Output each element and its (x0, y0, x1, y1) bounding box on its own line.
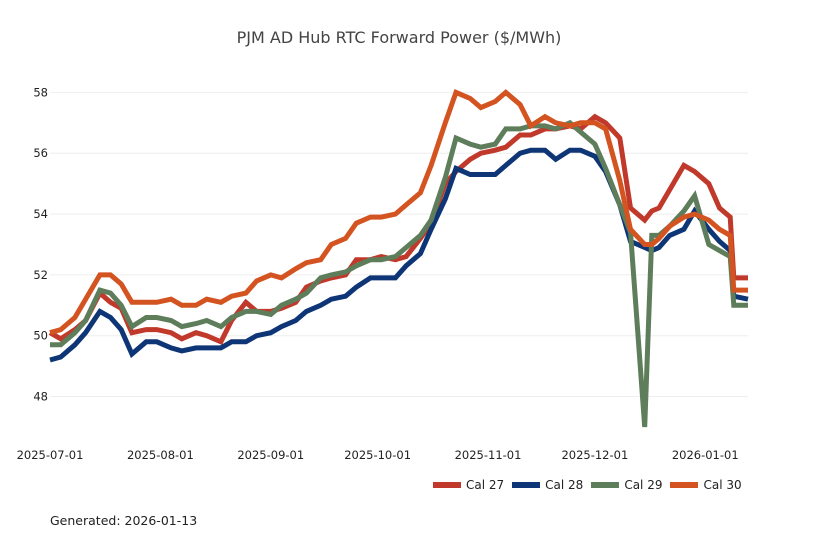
legend: Cal 27 Cal 28 Cal 29 Cal 30 (433, 478, 750, 492)
legend-label: Cal 30 (703, 478, 742, 492)
legend-label: Cal 29 (624, 478, 663, 492)
series-line-cal-29 (50, 119, 748, 428)
y-tick-label: 48 (33, 390, 48, 404)
x-tick-label: 2025-09-01 (237, 448, 304, 462)
y-tick-label: 56 (33, 146, 48, 160)
legend-swatch (591, 482, 620, 488)
y-tick-label: 58 (33, 85, 48, 99)
x-axis-ticks: 2025-07-01 2025-08-01 2025-09-01 2025-10-01… (17, 448, 739, 462)
x-tick-label: 2025-11-01 (455, 448, 522, 462)
series-line-cal-28 (49, 147, 749, 363)
legend-label: Cal 28 (545, 478, 584, 492)
series-line-cal-30 (49, 89, 748, 336)
x-tick-label: 2025-10-01 (344, 448, 411, 462)
y-tick-label: 52 (33, 268, 48, 282)
x-tick-label: 2025-08-01 (127, 448, 194, 462)
x-tick-label: 2025-12-01 (561, 448, 628, 462)
legend-swatch (670, 482, 699, 488)
chart-title: PJM AD Hub RTC Forward Power ($/MWh) (236, 28, 562, 47)
y-axis-ticks: 48 50 52 54 56 58 (33, 85, 48, 403)
legend-item-cal-28: Cal 28 (512, 478, 583, 492)
x-tick-label: 2026-01-01 (672, 448, 739, 462)
y-tick-label: 50 (33, 329, 48, 343)
generated-timestamp: Generated: 2026-01-13 (50, 513, 198, 528)
y-tick-label: 54 (33, 207, 48, 221)
legend-label: Cal 27 (466, 478, 505, 492)
series-lines (48, 89, 749, 428)
legend-swatch (433, 482, 461, 488)
x-tick-label: 2025-07-01 (17, 448, 84, 462)
legend-item-cal-29: Cal 29 (591, 478, 662, 492)
legend-item-cal-27: Cal 27 (433, 478, 504, 492)
legend-item-cal-30: Cal 30 (670, 478, 742, 492)
legend-swatch (512, 482, 541, 488)
series-line-cal-27 (48, 113, 748, 346)
